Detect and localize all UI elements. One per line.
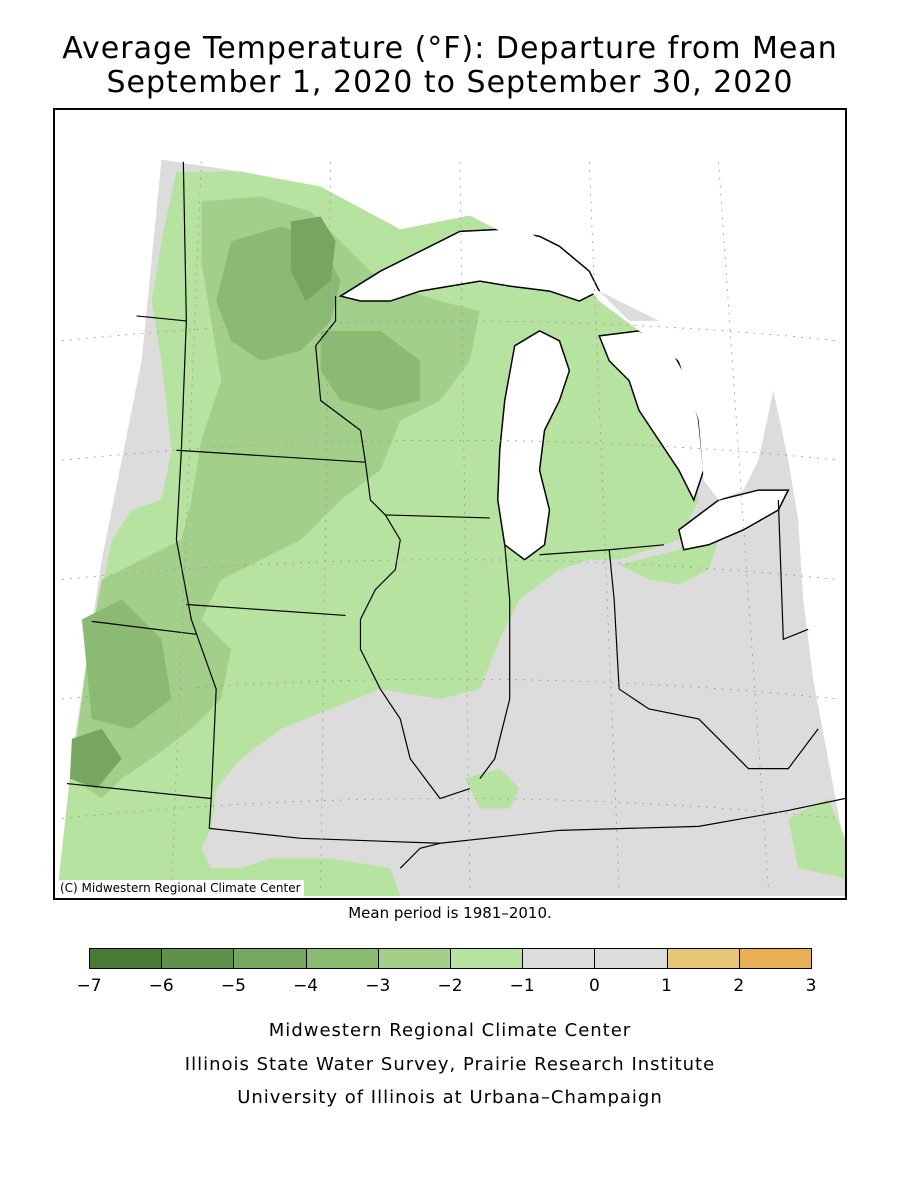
mean-period-note: Mean period is 1981–2010. [348,904,552,922]
state-borders [66,161,845,869]
map-title-line2: September 1, 2020 to September 30, 2020 [106,65,794,100]
legend-swatch [305,948,379,969]
color-legend [89,948,812,970]
map-credit: (C) Midwestern Regional Climate Center [57,880,304,896]
legend-tick-label: 1 [661,976,673,996]
map-canvas [56,159,845,897]
legend-tick-label: −1 [509,976,535,996]
legend-swatch [89,948,163,969]
map-title-line1: Average Temperature (°F): Departure from… [62,31,838,66]
anomaly-area-minus4-5-west [69,728,122,789]
lake-michigan [497,330,571,561]
footer-line3: University of Illinois at Urbana–Champai… [237,1087,663,1108]
legend-tick-label: 2 [733,976,745,996]
anomaly-area-minus1-2-wv [788,798,845,879]
legend-swatch [161,948,235,969]
anomaly-area-minus3-4-west [81,599,172,729]
legend-tick-label: −5 [220,976,246,996]
map-panel: (C) Midwestern Regional Climate Center [53,108,847,900]
legend-tick-label: 3 [805,976,817,996]
legend-tick-label: −6 [148,976,174,996]
legend-tick-label: −2 [437,976,463,996]
legend-tick-label: 0 [588,976,600,996]
footer-line2: Illinois State Water Survey, Prairie Res… [184,1054,716,1075]
legend-swatch [450,948,524,969]
legend-swatch [233,948,307,969]
legend-tick-label: −4 [293,976,319,996]
legend-swatch [738,948,812,969]
ontario-land [469,215,774,501]
graticule [61,161,839,889]
legend-tick-labels: −7 −6 −5 −4 −3 −2 −1 0 1 2 3 [0,976,900,1000]
footer-line1: Midwestern Regional Climate Center [268,1020,632,1041]
legend-swatch [666,948,740,969]
legend-swatch [522,948,596,969]
legend-tick-label: −3 [365,976,391,996]
legend-tick-label: −7 [76,976,102,996]
anomaly-area-minus1-2-ohioriver [464,768,520,809]
anomaly-area-minus4-5 [290,216,336,302]
legend-swatch [377,948,451,969]
legend-swatch [594,948,668,969]
anomaly-area-minus3-4-central [320,330,421,411]
